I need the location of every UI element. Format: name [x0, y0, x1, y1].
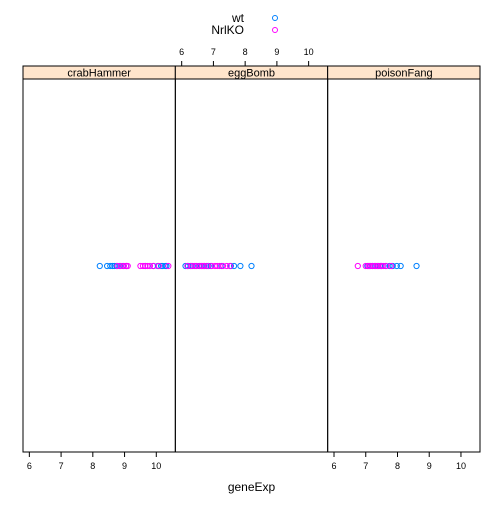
point-eggBomb-nrlko [223, 262, 230, 270]
point-crabHammer-nrlko [144, 262, 151, 270]
point-eggBomb-nrlko [219, 262, 227, 270]
point-eggBomb-nrlko [188, 262, 195, 270]
x-axis-label: geneExp [228, 480, 276, 494]
point-eggBomb-wt [237, 262, 244, 270]
legend-marker-wt [272, 15, 278, 21]
point-eggBomb-nrlko [214, 262, 221, 270]
point-crabHammer-wt [159, 262, 166, 270]
point-eggBomb-nrlko [184, 262, 191, 270]
point-crabHammer-nrlko [120, 262, 128, 270]
point-crabHammer-wt [163, 262, 170, 270]
point-crabHammer-wt [107, 262, 114, 270]
point-crabHammer-nrlko [146, 262, 154, 270]
x-tick-label-bottom-crabHammer: 10 [151, 461, 161, 471]
point-eggBomb-nrlko [201, 262, 208, 270]
legend-label-wt: wt [231, 11, 245, 25]
point-poisonFang-wt [413, 262, 420, 270]
panel-frame-poisonFang [327, 78, 481, 453]
x-tick-label-bottom-poisonFang: 10 [456, 461, 466, 471]
panel-title-poisonFang: poisonFang [375, 68, 433, 80]
x-tick-label-bottom-poisonFang: 7 [363, 461, 368, 471]
point-poisonFang-nrlko [362, 262, 369, 270]
panel-title-eggBomb: eggBomb [228, 68, 275, 80]
point-poisonFang-nrlko [354, 262, 361, 270]
point-eggBomb-nrlko [196, 262, 204, 270]
point-crabHammer-nrlko [155, 262, 162, 270]
point-crabHammer-nrlko [124, 262, 131, 270]
point-eggBomb-nrlko [191, 262, 198, 270]
legend-label-nrlko: NrlKO [211, 23, 244, 37]
point-crabHammer-nrlko [114, 262, 121, 270]
point-poisonFang-wt [397, 262, 404, 270]
x-tick-label-bottom-crabHammer: 9 [122, 461, 127, 471]
point-poisonFang-nrlko [371, 262, 378, 270]
point-eggBomb-nrlko [204, 262, 211, 270]
x-tick-label-bottom-poisonFang: 9 [427, 461, 432, 471]
x-tick-label-bottom-crabHammer: 6 [27, 461, 32, 471]
x-tick-label-bottom-poisonFang: 6 [332, 461, 337, 471]
x-tick-label-bottom-crabHammer: 7 [59, 461, 64, 471]
panel-title-crabHammer: crabHammer [67, 68, 131, 80]
x-tick-label-bottom-crabHammer: 8 [90, 461, 95, 471]
point-crabHammer-nrlko [139, 262, 147, 270]
point-eggBomb-wt [230, 262, 238, 270]
point-crabHammer-wt [96, 262, 103, 270]
point-poisonFang-wt [393, 262, 400, 270]
legend-marker-nrlko [272, 27, 278, 33]
x-tick-label-top-eggBomb: 9 [274, 47, 279, 57]
point-eggBomb-wt [248, 262, 255, 270]
point-crabHammer-nrlko [165, 262, 172, 270]
x-tick-label-top-eggBomb: 10 [304, 47, 314, 57]
point-eggBomb-nrlko [216, 262, 223, 270]
point-poisonFang-nrlko [388, 262, 395, 270]
point-eggBomb-nrlko [226, 262, 234, 270]
point-poisonFang-nrlko [380, 262, 387, 270]
x-tick-label-top-eggBomb: 8 [243, 47, 248, 57]
x-tick-label-top-eggBomb: 7 [211, 47, 216, 57]
x-tick-label-top-eggBomb: 6 [179, 47, 184, 57]
x-tick-label-bottom-poisonFang: 8 [395, 461, 400, 471]
